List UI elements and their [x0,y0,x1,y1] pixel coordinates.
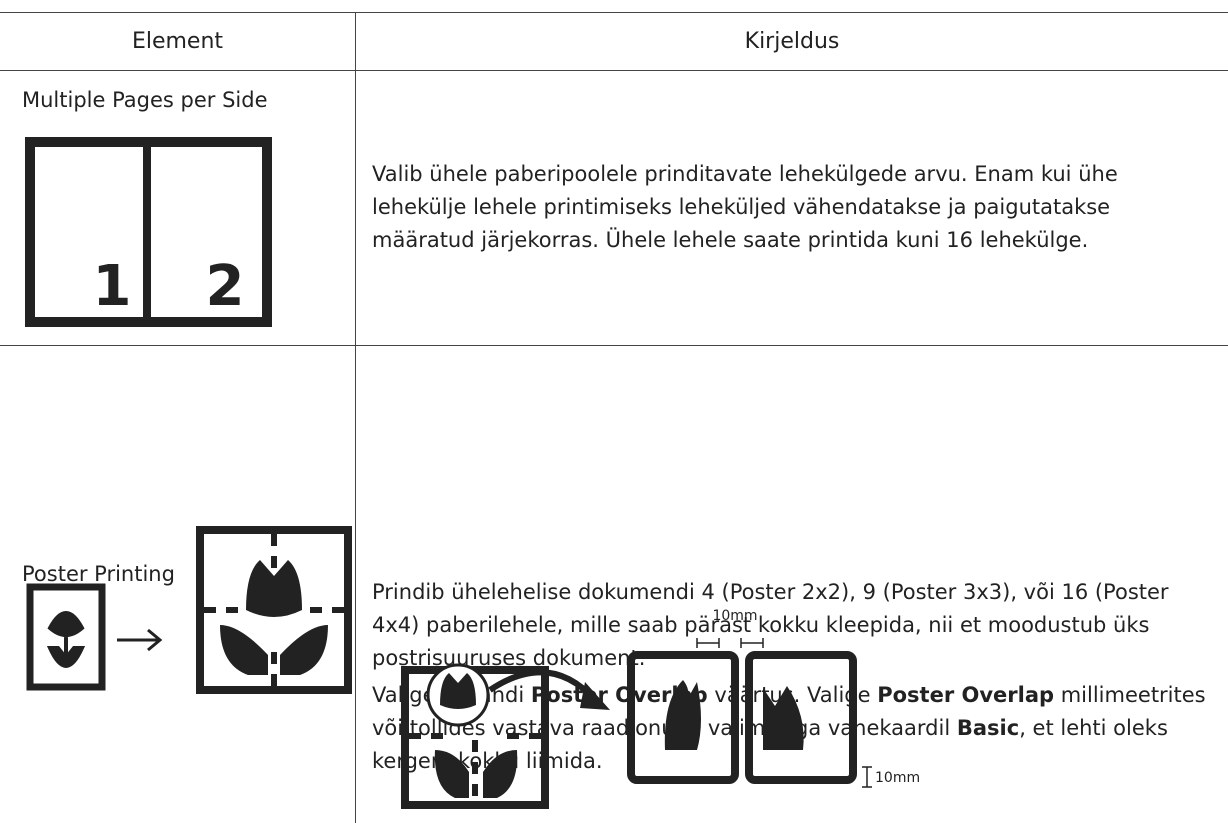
table-border [0,345,1228,346]
bold-text: Poster Overlap [877,683,1055,707]
header-cell: Kirjeldus [744,28,840,54]
column-divider [355,12,356,823]
description: Valib ühele paberipoolele prinditavate l… [372,158,1212,261]
text-run: Prindib ühelehelise dokumendi 4 (Poster … [372,580,1169,670]
overlap-diagram: 10mm 10mm [401,608,920,809]
table-border [0,12,1228,13]
overlap-label: 10mm [712,608,757,624]
paragraph: Valib ühele paberipoolele prinditavate l… [372,158,1212,257]
element-name: Poster Printing [22,562,175,586]
pages-icon: 1 2 [25,137,272,327]
text-run: Valib ühele paberipoolele prinditavate l… [372,162,1118,252]
page-number: 1 [93,254,132,319]
table-border [0,70,1228,71]
poster-icon [26,526,352,694]
element-name: Multiple Pages per Side [22,88,268,112]
bold-text: Basic [956,716,1020,740]
page-number: 2 [206,254,245,319]
header-cell: Element [131,28,224,54]
paragraph: Prindib ühelehelise dokumendi 4 (Poster … [372,576,1212,675]
overlap-label: 10mm [875,770,920,786]
